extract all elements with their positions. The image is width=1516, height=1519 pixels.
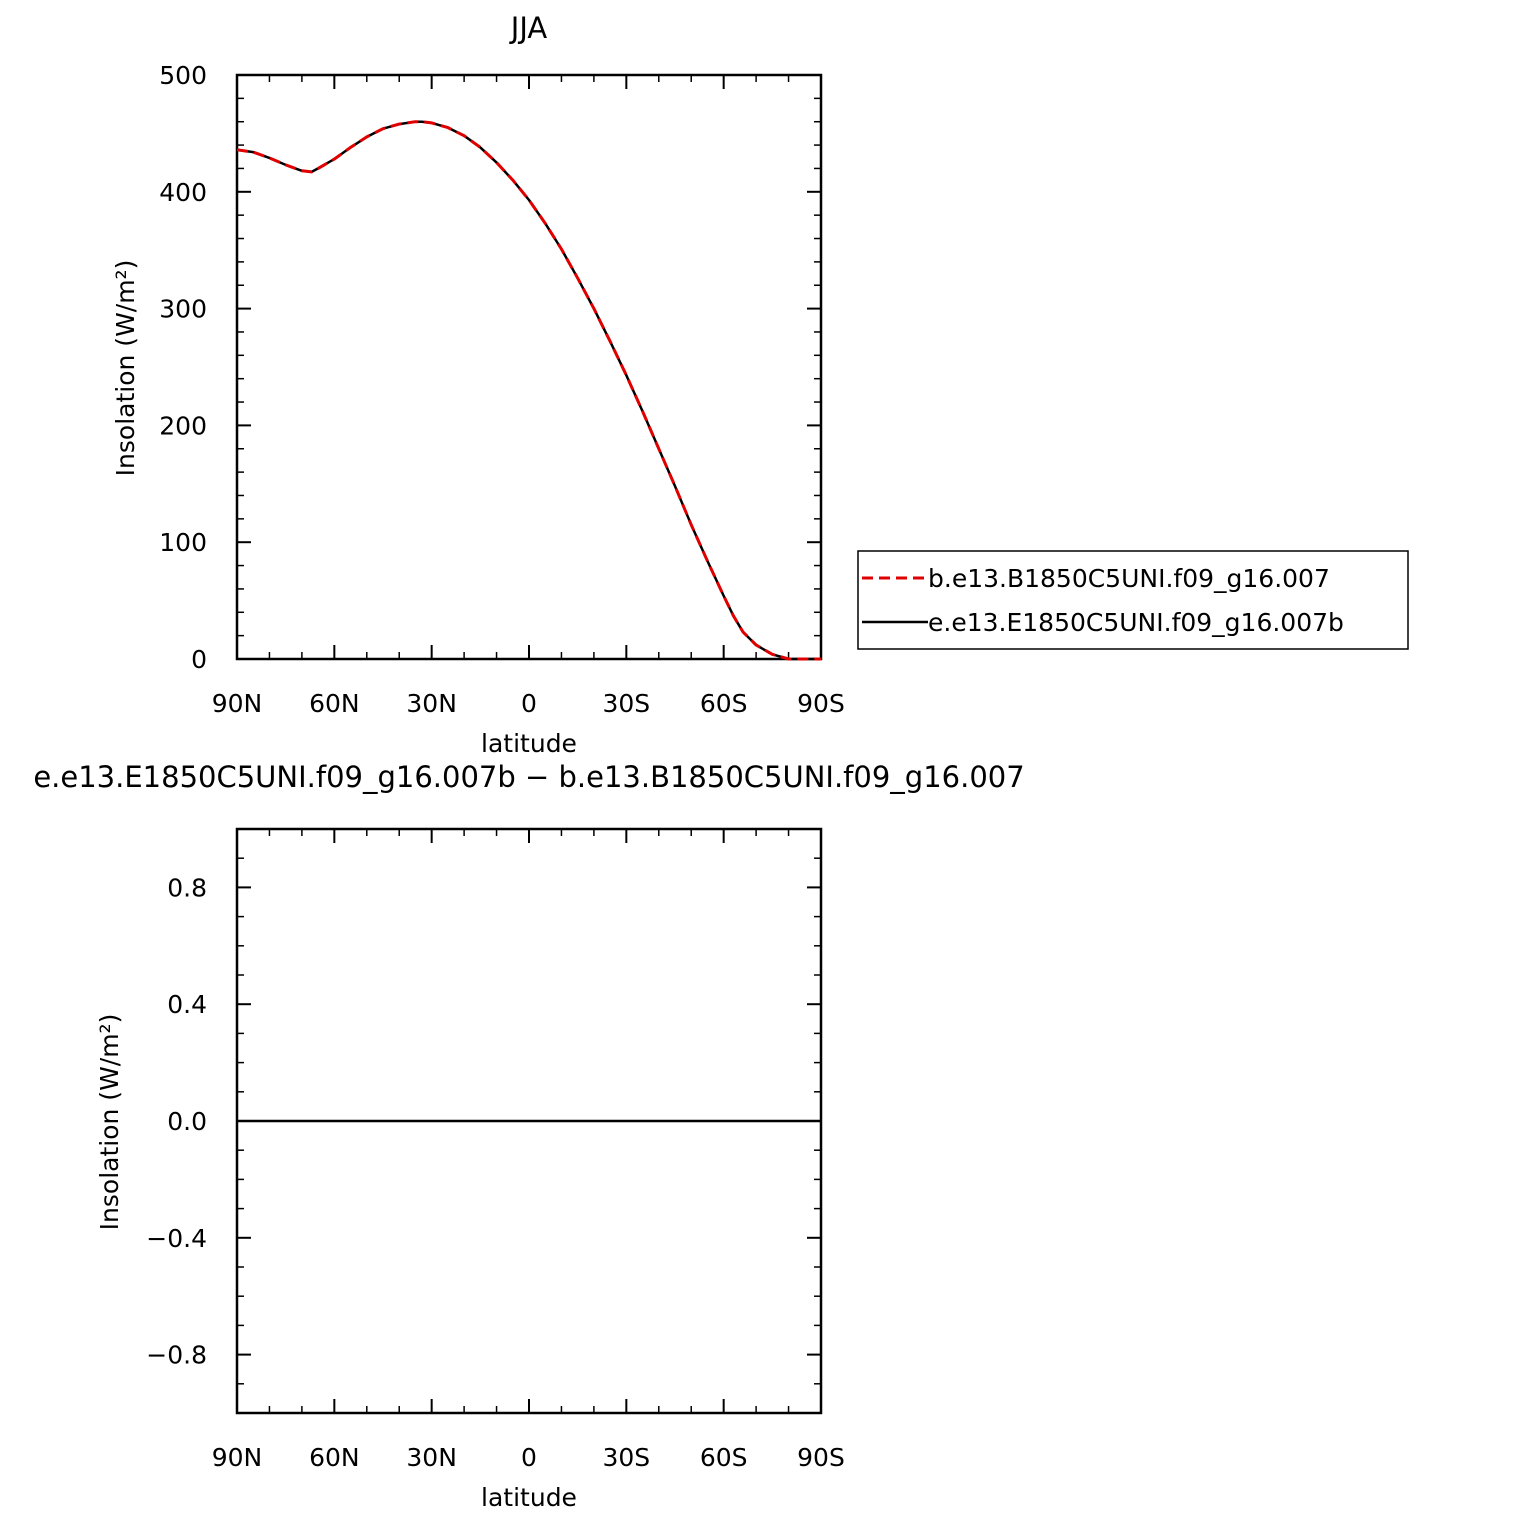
y-tick-label: 400 [159,178,207,207]
bottom-y-axis-label: Insolation (W/m²) [95,1014,124,1231]
top-y-axis-label: Insolation (W/m²) [111,260,140,477]
y-tick-label: −0.4 [146,1224,207,1253]
top-x-axis-label: latitude [481,729,577,758]
y-tick-label: 0 [191,645,207,674]
legend-box [857,550,1409,650]
top-panel-title: JJA [509,11,548,45]
y-tick-label: 500 [159,61,207,90]
y-tick-label: 0.8 [167,873,207,902]
bottom-x-axis-label: latitude [481,1483,577,1512]
x-tick-label: 90N [212,689,263,718]
y-tick-label: −0.8 [146,1341,207,1370]
x-tick-label: 30S [602,689,650,718]
x-tick-label: 0 [521,1443,537,1472]
x-tick-label: 60S [700,1443,748,1472]
x-tick-label: 30N [406,689,457,718]
legend-entry-1: b.e13.B1850C5UNI.f09_g16.007 [928,564,1330,593]
y-tick-label: 200 [159,411,207,440]
legend: b.e13.B1850C5UNI.f09_g16.007 e.e13.E1850… [857,550,1409,650]
x-tick-label: 30S [602,1443,650,1472]
bottom-plot-area: 90N 60N 30N 0 30S 60S 90S −0.8 −0.4 0.0 0.4 0.8 [146,827,845,1472]
x-tick-label: 90S [797,1443,845,1472]
x-tick-label: 60N [309,1443,360,1472]
series-line-1 [236,120,821,661]
x-tick-label: 90S [797,689,845,718]
top-plot-area: 90N 60N 30N 0 30S 60S 90S 0 100 200 300 400 500 [159,61,845,718]
x-tick-label: 30N [406,1443,457,1472]
y-tick-label: 0.0 [167,1107,207,1136]
x-tick-label: 60N [309,689,360,718]
bottom-panel: e.e13.E1850C5UNI.f09_g16.007b − b.e13.B1… [33,760,1024,1512]
y-tick-label: 0.4 [167,990,207,1019]
bottom-panel-title: e.e13.E1850C5UNI.f09_g16.007b − b.e13.B1… [33,760,1024,794]
x-tick-label: 0 [521,689,537,718]
legend-entry-2: e.e13.E1850C5UNI.f09_g16.007b [928,608,1344,637]
x-tick-label: 60S [700,689,748,718]
top-panel: JJA 90N 60N 30N 0 30S 60S 90S0100200300400500 … [111,11,845,758]
y-tick-label: 100 [159,528,207,557]
plot-frame [235,73,823,661]
y-tick-label: 300 [159,295,207,324]
x-tick-label: 90N [212,1443,263,1472]
